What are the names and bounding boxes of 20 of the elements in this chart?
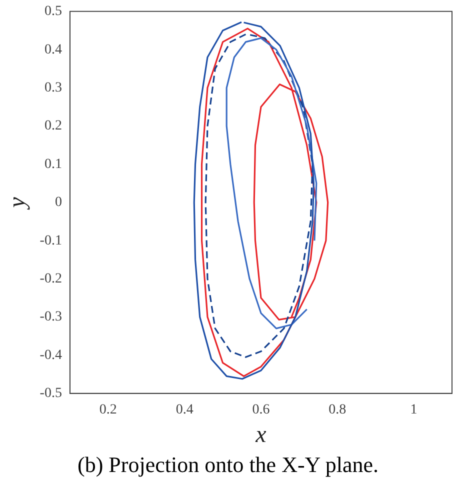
x-tick-label: 0.4 xyxy=(176,402,194,418)
y-tick-label: -0.4 xyxy=(40,348,62,363)
x-tick-label: 0.6 xyxy=(252,402,270,418)
y-tick-label: 0.1 xyxy=(44,156,62,172)
x-tick-label: 0.8 xyxy=(328,402,346,418)
y-axis-title: y xyxy=(4,196,31,210)
text: (b) Projection onto the X-Y plane. xyxy=(76,452,380,478)
y-tick-label: -0.1 xyxy=(40,233,62,248)
y-tick-label: 0.5 xyxy=(44,4,62,20)
x-axis-title: x xyxy=(254,422,267,448)
y-tick-label: -0.2 xyxy=(40,271,62,286)
y-tick-label: -0.5 xyxy=(40,386,62,402)
y-tick-label: -0.3 xyxy=(40,310,62,325)
y-tick-label: 0.2 xyxy=(44,118,62,134)
y-tick-label: 0.4 xyxy=(44,42,62,58)
line-series xyxy=(204,34,314,358)
y-tick-label: 0.3 xyxy=(44,80,62,96)
y-tick-label: 0 xyxy=(54,195,62,210)
x-tick-label: 0.2 xyxy=(99,402,117,418)
x-tick-label: 1 xyxy=(410,402,418,418)
